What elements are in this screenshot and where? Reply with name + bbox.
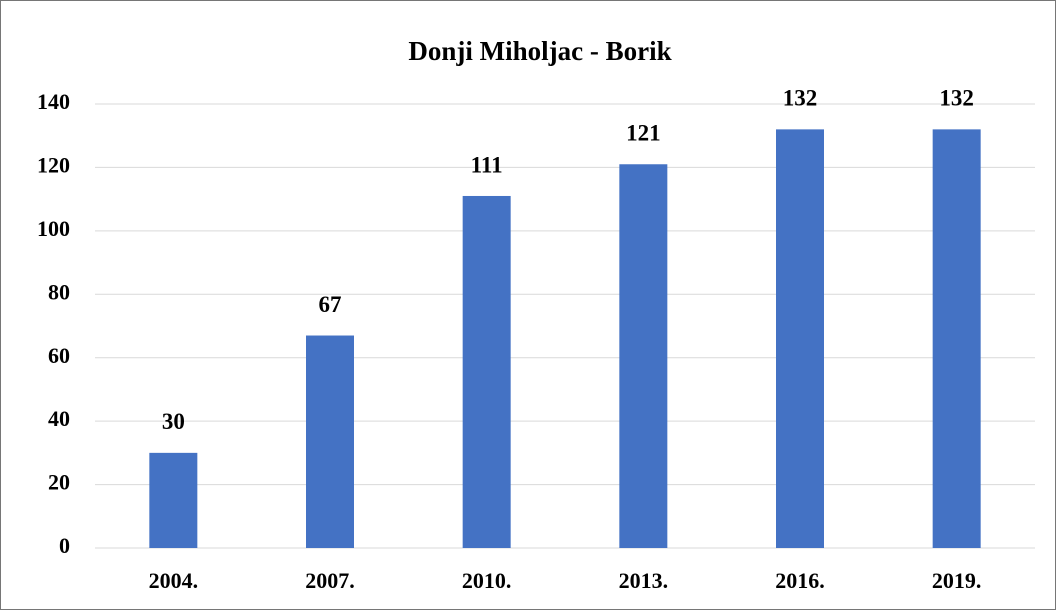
data-label: 111: [471, 152, 503, 177]
x-tick-label: 2010.: [462, 568, 512, 593]
chart-title: Donji Miholjac - Borik: [408, 36, 671, 66]
x-tick-label: 2016.: [775, 568, 825, 593]
y-tick-label: 140: [37, 89, 70, 114]
x-tick-label: 2004.: [149, 568, 199, 593]
x-tick-label: 2007.: [305, 568, 355, 593]
bar: [149, 452, 198, 548]
data-label: 30: [162, 409, 185, 434]
bar: [462, 195, 511, 548]
data-label: 67: [319, 292, 342, 317]
data-label: 121: [626, 121, 661, 146]
bar: [306, 335, 354, 548]
y-tick-label: 20: [48, 470, 70, 495]
x-tick-label: 2013.: [619, 568, 669, 593]
y-tick-label: 100: [37, 216, 70, 241]
y-tick-label: 0: [59, 533, 70, 558]
data-label: 132: [939, 86, 974, 111]
y-tick-label: 80: [48, 279, 70, 304]
y-tick-label: 40: [48, 406, 70, 431]
bar: [776, 129, 824, 548]
x-tick-label: 2019.: [932, 568, 982, 593]
y-tick-label: 120: [37, 152, 70, 177]
y-tick-label: 60: [48, 343, 70, 368]
data-label: 132: [783, 86, 818, 111]
bar: [932, 129, 981, 548]
bar: [619, 164, 668, 548]
